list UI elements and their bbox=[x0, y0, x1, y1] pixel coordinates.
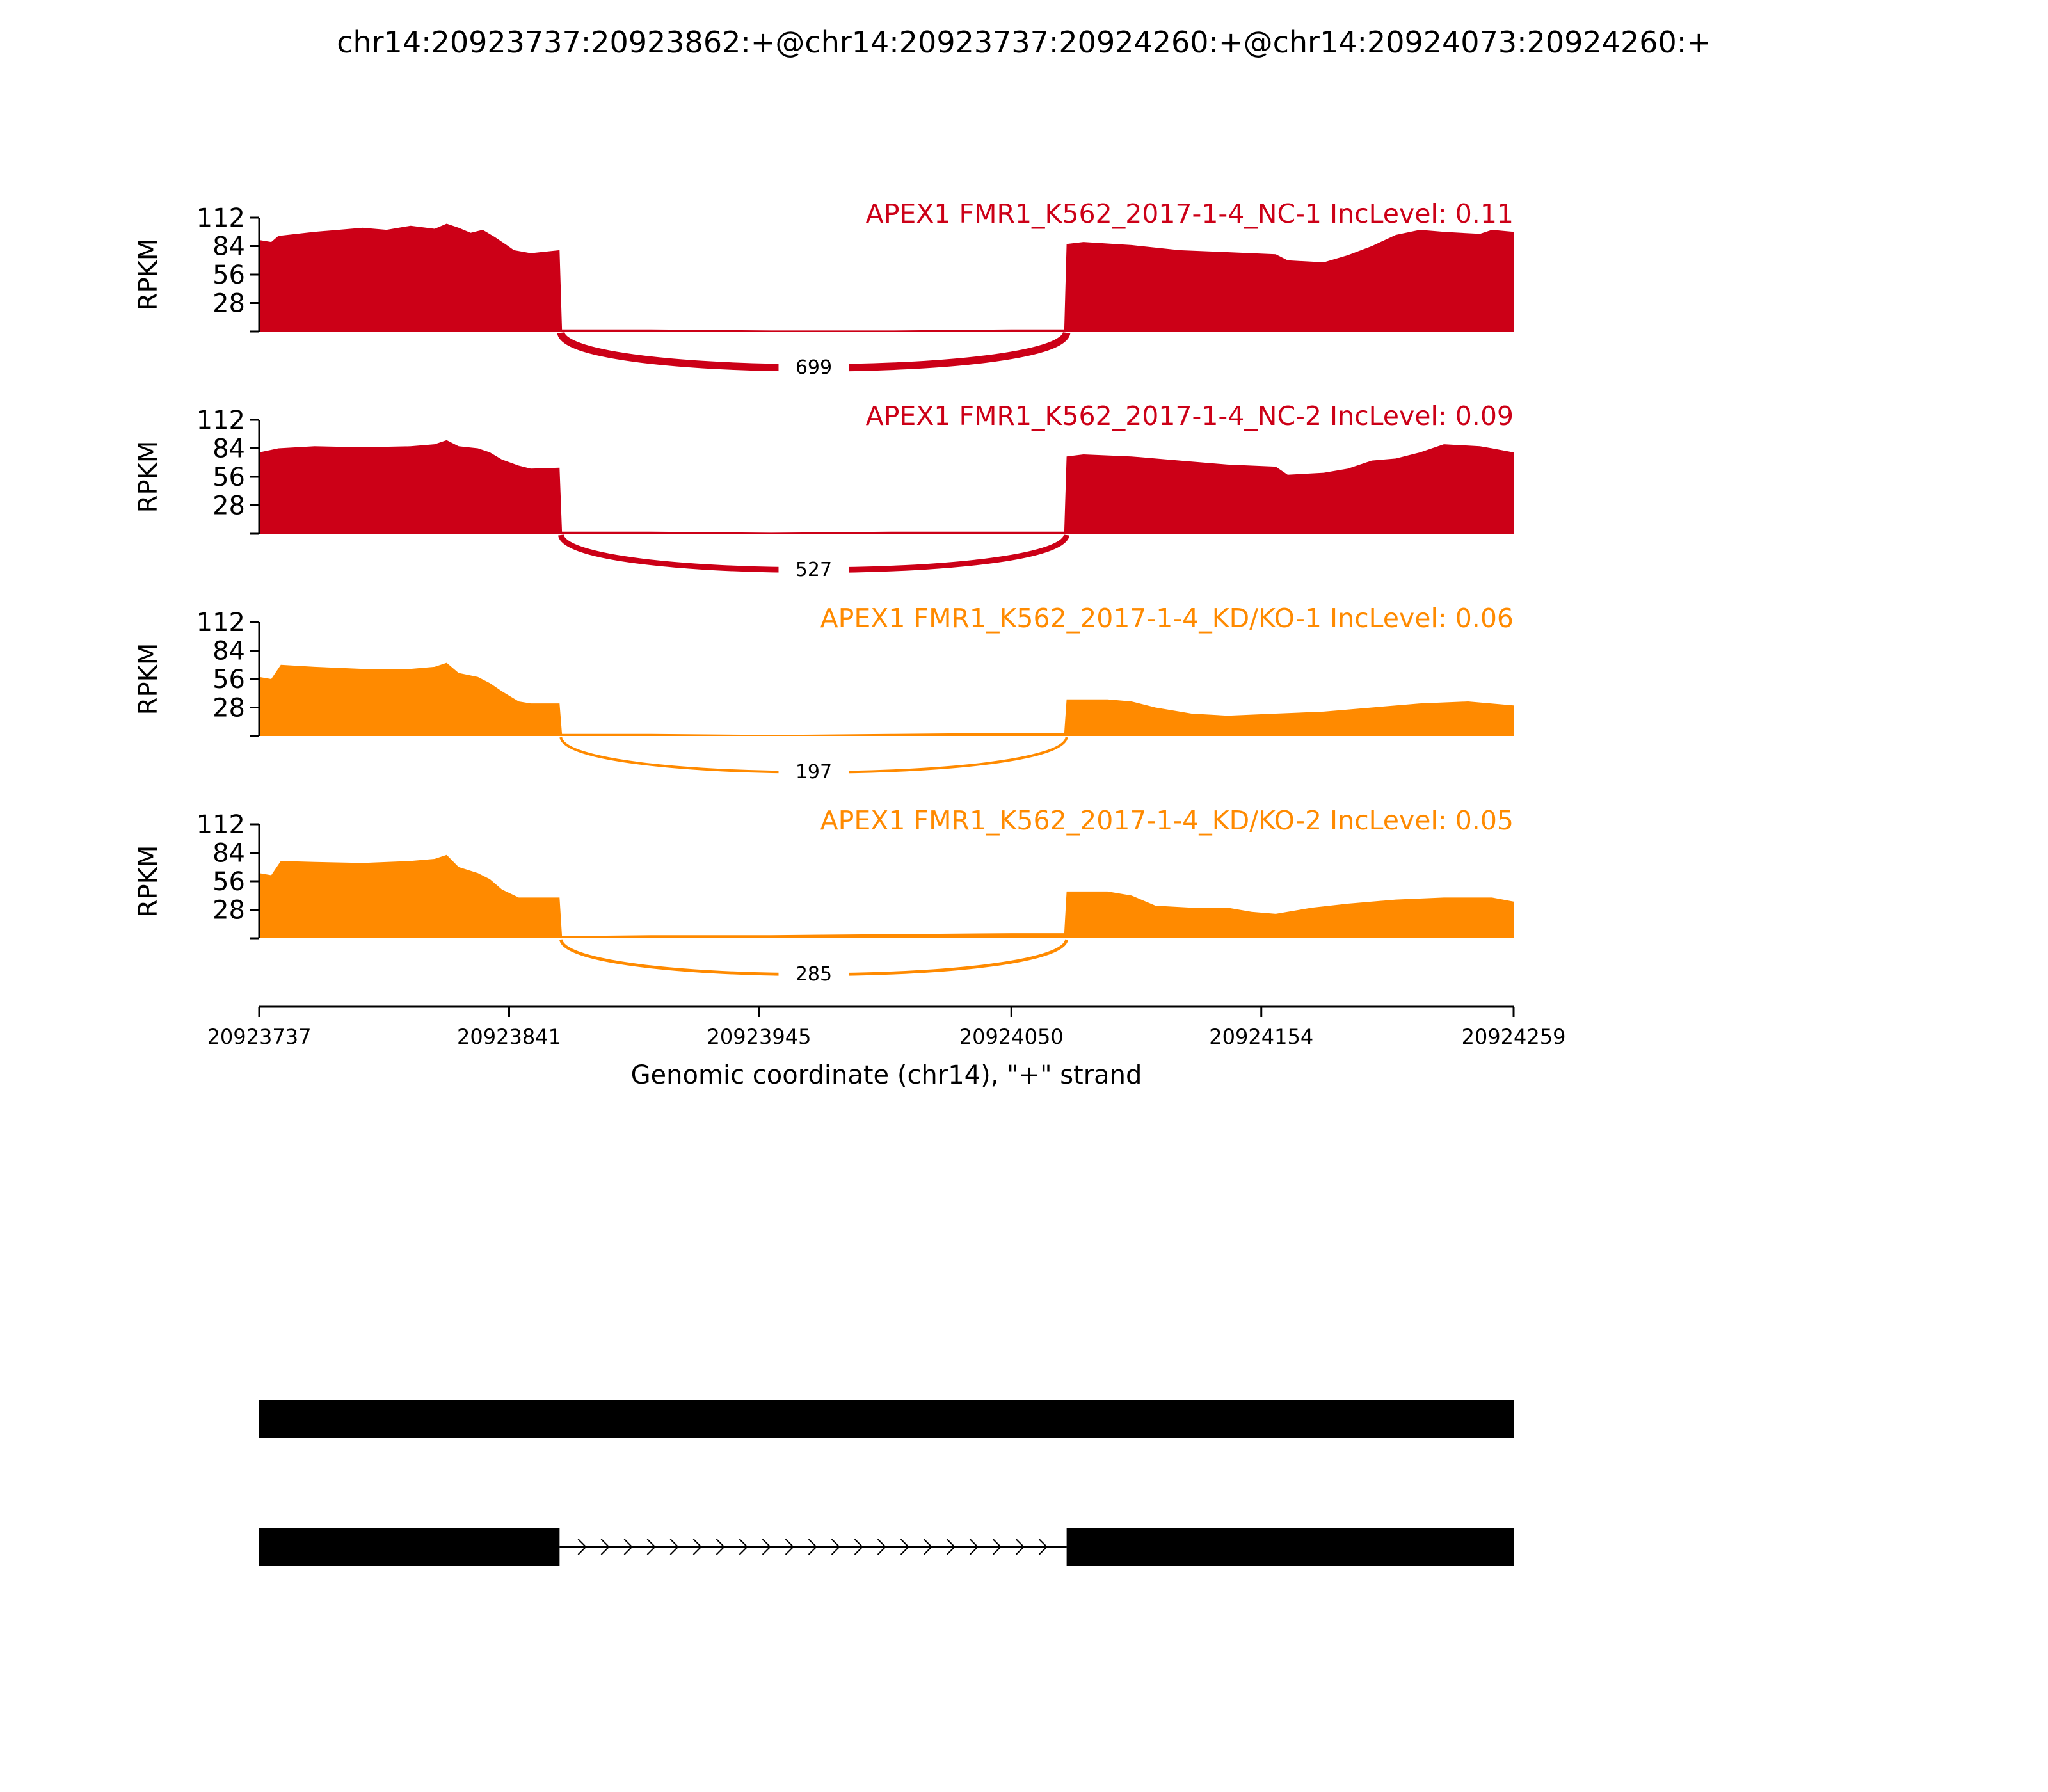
exon-block bbox=[259, 1400, 1514, 1438]
x-tick-label: 20923737 bbox=[207, 1025, 312, 1049]
y-tick-label: 56 bbox=[212, 463, 245, 492]
strand-arrow bbox=[739, 1539, 748, 1555]
y-tick-label: 84 bbox=[212, 637, 245, 666]
y-tick-label: 56 bbox=[212, 260, 245, 290]
exon-block bbox=[1066, 1528, 1514, 1566]
y-axis-label: RPKM bbox=[134, 643, 163, 716]
strand-arrow bbox=[808, 1539, 817, 1555]
y-tick-label: 28 bbox=[212, 694, 245, 723]
junction-count: 527 bbox=[796, 559, 832, 581]
x-tick-label: 20924050 bbox=[959, 1025, 1064, 1049]
y-tick-label: 112 bbox=[196, 810, 245, 840]
strand-arrow bbox=[600, 1539, 610, 1555]
x-tick-label: 20923841 bbox=[457, 1025, 561, 1049]
y-tick-label: 56 bbox=[212, 867, 245, 897]
y-axis-label: RPKM bbox=[134, 441, 163, 513]
coverage-area bbox=[259, 854, 1514, 938]
track-label: APEX1 FMR1_K562_2017-1-4_KD/KO-1 IncLeve… bbox=[820, 603, 1514, 634]
junction-count-bg bbox=[778, 553, 849, 581]
strand-arrow bbox=[923, 1539, 932, 1555]
x-axis-label: Genomic coordinate (chr14), "+" strand bbox=[631, 1060, 1142, 1090]
strand-arrow bbox=[946, 1539, 956, 1555]
x-tick-label: 20923945 bbox=[707, 1025, 812, 1049]
coverage-area bbox=[259, 662, 1514, 736]
y-tick-label: 112 bbox=[196, 204, 245, 233]
y-axis-label: RPKM bbox=[134, 845, 163, 918]
gene-model-2 bbox=[259, 1528, 1514, 1566]
strand-arrow bbox=[877, 1539, 886, 1555]
junction-count-bg bbox=[778, 957, 849, 986]
strand-arrow bbox=[716, 1539, 725, 1555]
y-tick-label: 56 bbox=[212, 665, 245, 694]
strand-arrow bbox=[623, 1539, 633, 1555]
strand-arrow bbox=[831, 1539, 840, 1555]
strand-arrow bbox=[577, 1539, 587, 1555]
x-tick-label: 20924259 bbox=[1462, 1025, 1566, 1049]
strand-arrow bbox=[762, 1539, 771, 1555]
strand-arrow bbox=[854, 1539, 863, 1555]
junction-count: 699 bbox=[796, 356, 832, 379]
y-tick-label: 28 bbox=[212, 896, 245, 925]
y-tick-label: 84 bbox=[212, 435, 245, 464]
strand-arrow bbox=[785, 1539, 794, 1555]
strand-arrow bbox=[992, 1539, 1002, 1555]
gene-model-1 bbox=[259, 1400, 1514, 1438]
track-label: APEX1 FMR1_K562_2017-1-4_NC-1 IncLevel: … bbox=[866, 198, 1514, 229]
junction-count-bg bbox=[778, 755, 849, 783]
x-tick-label: 20924154 bbox=[1209, 1025, 1313, 1049]
strand-arrow bbox=[692, 1539, 702, 1555]
x-axis: 20923737 20923841 20923945 20924050 20924154… bbox=[207, 1005, 1566, 1049]
junction-count-bg bbox=[778, 351, 849, 379]
y-tick-label: 112 bbox=[196, 608, 245, 637]
strand-arrow bbox=[1015, 1539, 1025, 1555]
track-label: APEX1 FMR1_K562_2017-1-4_NC-2 IncLevel: … bbox=[866, 401, 1514, 431]
strand-arrow bbox=[900, 1539, 909, 1555]
strand-arrow bbox=[1038, 1539, 1048, 1555]
y-tick-label: 28 bbox=[212, 289, 245, 319]
y-tick-label: 28 bbox=[212, 492, 245, 521]
figure-title: chr14:20923737:20923862:+@chr14:20923737… bbox=[337, 25, 1711, 60]
gene-models bbox=[259, 1400, 1514, 1566]
y-tick-label: 84 bbox=[212, 232, 245, 262]
exon-block bbox=[259, 1528, 560, 1566]
junction-count: 285 bbox=[796, 963, 832, 986]
y-tick-label: 84 bbox=[212, 839, 245, 868]
strand-arrow bbox=[646, 1539, 656, 1555]
strand-arrow bbox=[669, 1539, 679, 1555]
coverage-area bbox=[259, 223, 1514, 332]
junction-count: 197 bbox=[796, 761, 832, 783]
y-axis-label: RPKM bbox=[134, 239, 163, 311]
y-tick-label: 112 bbox=[196, 406, 245, 435]
strand-arrow bbox=[969, 1539, 979, 1555]
coverage-area bbox=[259, 440, 1514, 534]
track-label: APEX1 FMR1_K562_2017-1-4_KD/KO-2 IncLeve… bbox=[820, 805, 1514, 836]
